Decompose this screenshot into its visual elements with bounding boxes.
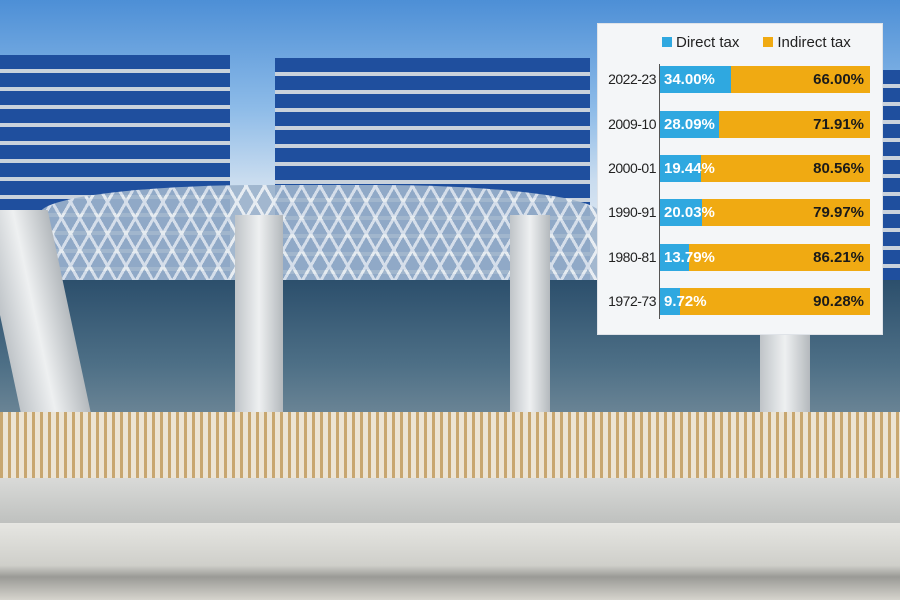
legend-item-direct: Direct tax bbox=[662, 34, 739, 51]
bar-direct-tax bbox=[660, 199, 703, 226]
stacked-bar: 20.03% 79.97% bbox=[660, 199, 870, 226]
data-label-indirect: 90.28% bbox=[813, 293, 864, 310]
stacked-bar: 9.72% 90.28% bbox=[660, 288, 870, 315]
bar-row: 2000-01 19.44% 80.56% bbox=[598, 155, 882, 182]
category-label: 1980-81 bbox=[608, 249, 656, 265]
bar-direct-tax bbox=[660, 155, 701, 182]
bar-row: 1972-73 9.72% 90.28% bbox=[598, 288, 882, 315]
bar-direct-tax bbox=[660, 111, 719, 138]
data-label-indirect: 66.00% bbox=[813, 71, 864, 88]
bar-row: 2022-23 34.00% 66.00% bbox=[598, 66, 882, 93]
data-label-indirect: 71.91% bbox=[813, 116, 864, 133]
bar-row: 2009-10 28.09% 71.91% bbox=[598, 111, 882, 138]
legend-item-indirect: Indirect tax bbox=[763, 34, 851, 51]
data-label-direct: 13.79% bbox=[664, 249, 715, 266]
legend-swatch bbox=[763, 37, 774, 47]
wall bbox=[0, 478, 900, 523]
data-label-direct: 19.44% bbox=[664, 160, 715, 177]
pillar bbox=[510, 215, 550, 420]
bar-direct-tax bbox=[660, 288, 681, 315]
data-label-direct: 28.09% bbox=[664, 116, 715, 133]
road bbox=[0, 523, 900, 600]
data-label-indirect: 80.56% bbox=[813, 160, 864, 177]
bar-row: 1980-81 13.79% 86.21% bbox=[598, 244, 882, 271]
legend: Direct tax Indirect tax bbox=[662, 34, 851, 51]
category-label: 1972-73 bbox=[608, 293, 656, 309]
legend-label: Indirect tax bbox=[777, 34, 851, 51]
data-label-direct: 9.72% bbox=[664, 293, 707, 310]
data-label-indirect: 86.21% bbox=[813, 249, 864, 266]
y-axis-line bbox=[659, 64, 660, 319]
bar-indirect-tax bbox=[731, 66, 870, 93]
data-label-direct: 34.00% bbox=[664, 71, 715, 88]
category-label: 2022-23 bbox=[608, 71, 656, 87]
bar-direct-tax bbox=[660, 244, 689, 271]
bar-direct-tax bbox=[660, 66, 732, 93]
pillar bbox=[760, 330, 810, 420]
category-label: 2009-10 bbox=[608, 116, 656, 132]
bar-row: 1990-91 20.03% 79.97% bbox=[598, 199, 882, 226]
pillar bbox=[235, 215, 283, 420]
stacked-bar: 19.44% 80.56% bbox=[660, 155, 870, 182]
legend-swatch bbox=[662, 37, 672, 47]
stacked-bar: 28.09% 71.91% bbox=[660, 111, 870, 138]
category-label: 2000-01 bbox=[608, 160, 656, 176]
stacked-bar: 13.79% 86.21% bbox=[660, 244, 870, 271]
data-label-direct: 20.03% bbox=[664, 204, 715, 221]
bar-indirect-tax bbox=[680, 288, 870, 315]
bar-indirect-tax bbox=[688, 244, 870, 271]
bar-indirect-tax bbox=[702, 199, 870, 226]
category-label: 1990-91 bbox=[608, 204, 656, 220]
fence bbox=[0, 412, 900, 482]
bar-indirect-tax bbox=[718, 111, 870, 138]
canopy bbox=[40, 185, 600, 280]
chart-panel: Direct tax Indirect tax 2022-23 34.00% 6… bbox=[597, 23, 883, 335]
bar-indirect-tax bbox=[700, 155, 870, 182]
stacked-bar: 34.00% 66.00% bbox=[660, 66, 870, 93]
data-label-indirect: 79.97% bbox=[813, 204, 864, 221]
legend-label: Direct tax bbox=[676, 34, 740, 51]
